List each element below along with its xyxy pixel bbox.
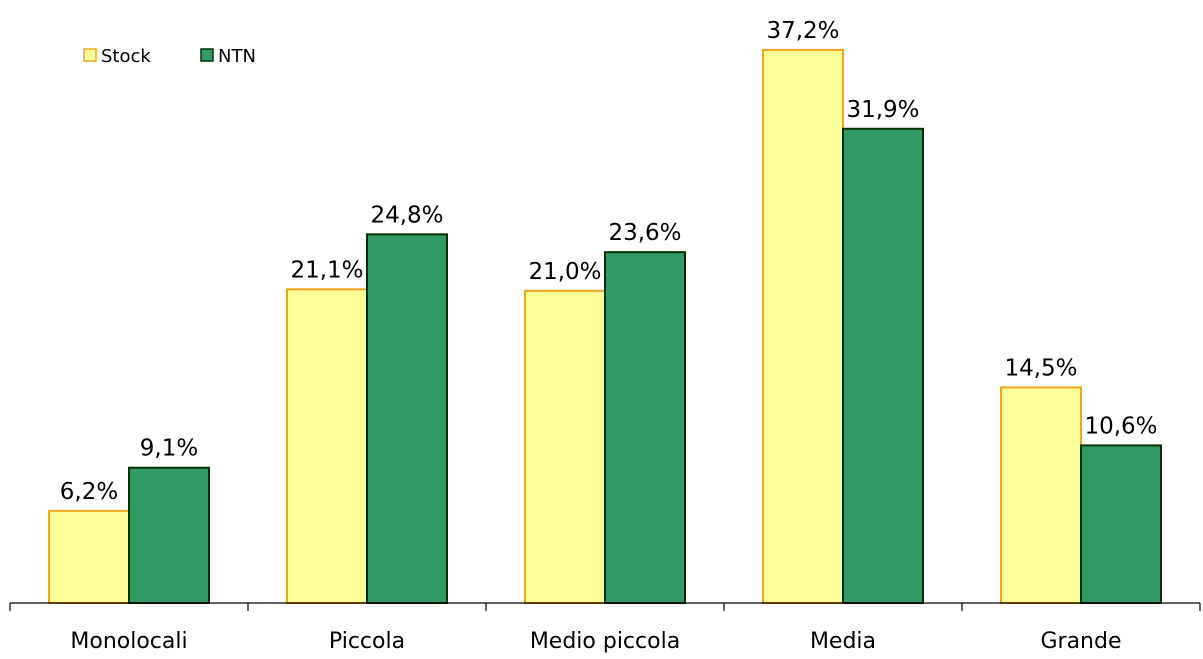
legend-label-ntn: NTN — [218, 46, 256, 67]
data-label-ntn-monolocali: 9,1% — [140, 436, 198, 462]
bar-ntn-monolocali — [128, 466, 210, 604]
legend-swatch-ntn — [200, 48, 214, 62]
bar-stock-medio-piccola — [524, 289, 606, 604]
bars — [48, 49, 1162, 605]
bar-ntn-media — [842, 127, 924, 604]
data-label-stock-media: 37,2% — [766, 18, 839, 44]
data-label-ntn-media: 31,9% — [846, 97, 919, 123]
data-label-stock-grande: 14,5% — [1004, 355, 1077, 381]
bar-stock-media — [762, 49, 844, 604]
legend-label-stock: Stock — [101, 46, 151, 67]
data-label-stock-piccola: 21,1% — [290, 257, 363, 283]
x-tick-label-grande: Grande — [1040, 629, 1121, 654]
bar-ntn-grande — [1080, 444, 1162, 605]
data-label-ntn-piccola: 24,8% — [370, 202, 443, 228]
x-tick-label-media: Media — [810, 629, 876, 654]
data-label-stock-monolocali: 6,2% — [60, 479, 118, 505]
legend-swatch-stock — [83, 48, 97, 62]
data-label-ntn-medio-piccola: 23,6% — [608, 220, 681, 246]
bar-stock-grande — [1000, 386, 1082, 604]
x-tick-label-monolocali: Monolocali — [70, 629, 187, 654]
x-tick-label-piccola: Piccola — [329, 629, 405, 654]
data-label-ntn-grande: 10,6% — [1084, 413, 1157, 439]
bar-ntn-piccola — [366, 233, 448, 604]
bar-stock-monolocali — [48, 509, 130, 605]
x-tick-label-medio-piccola: Medio piccola — [530, 629, 680, 654]
legend: Stock NTN — [83, 46, 256, 67]
bar-ntn-medio-piccola — [604, 251, 686, 604]
data-label-stock-medio-piccola: 21,0% — [528, 259, 601, 285]
x-axis: Monolocali Piccola Medio piccola Media Grand… — [9, 602, 1201, 654]
bar-stock-piccola — [286, 288, 368, 604]
data-labels: 6,2% 9,1% 21,1% 24,8% 21,0% 23,6% 37,2% 31,9% 14… — [60, 18, 1158, 505]
